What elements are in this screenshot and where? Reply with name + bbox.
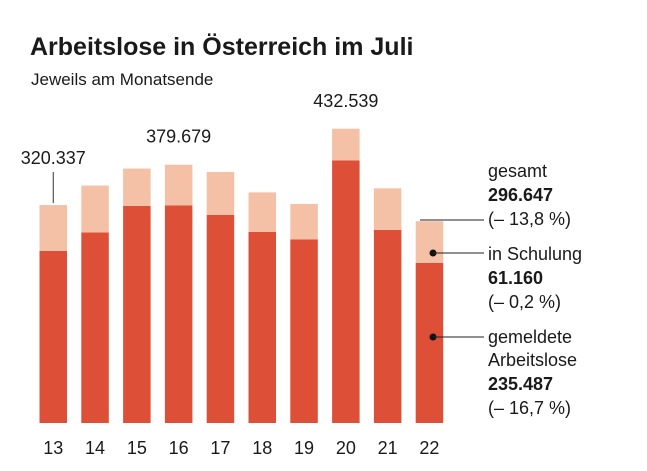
bars bbox=[39, 128, 444, 423]
bar-schulung-14 bbox=[81, 185, 109, 233]
legend-schulung-value: 61.160 bbox=[488, 268, 543, 288]
bar-schulung-17 bbox=[206, 171, 235, 215]
bar-schulung-18 bbox=[248, 192, 276, 232]
legend-gemeldet-label2: Arbeitslose bbox=[488, 350, 577, 370]
x-tick-label-18: 18 bbox=[252, 438, 272, 458]
bar-schulung-16 bbox=[164, 164, 193, 206]
bar-gemeldet-22 bbox=[415, 262, 444, 423]
legend-gemeldet-value: 235.487 bbox=[488, 374, 553, 394]
x-tick-label-14: 14 bbox=[85, 438, 105, 458]
x-tick-label-15: 15 bbox=[127, 438, 147, 458]
x-tick-labels: 13 14 15 16 17 18 19 20 21 22 bbox=[43, 438, 439, 458]
bar-schulung-15 bbox=[123, 168, 151, 206]
bar-schulung-13 bbox=[39, 205, 67, 251]
bar-gemeldet-16 bbox=[164, 205, 193, 423]
total-label-20: 432.539 bbox=[313, 91, 378, 111]
total-labels: 320.337 379.679 432.539 bbox=[21, 91, 378, 204]
x-tick-label-17: 17 bbox=[210, 438, 230, 458]
bar-schulung-19 bbox=[290, 203, 318, 240]
chart-title: Arbeitslose in Österreich im Juli bbox=[30, 32, 413, 61]
legend-gesamt-value: 296.647 bbox=[488, 185, 553, 205]
legend-gesamt-label: gesamt bbox=[488, 161, 547, 181]
chart-subtitle: Jeweils am Monatsende bbox=[31, 70, 213, 89]
bar-schulung-22 bbox=[415, 221, 444, 263]
bar-gemeldet-17 bbox=[206, 214, 235, 423]
bar-gemeldet-19 bbox=[290, 239, 318, 423]
legend: gesamt 296.647 (– 13,8 %) in Schulung 61… bbox=[420, 161, 582, 418]
bar-gemeldet-13 bbox=[39, 250, 67, 423]
total-label-16: 379.679 bbox=[146, 127, 211, 147]
bar-gemeldet-21 bbox=[373, 229, 402, 423]
x-tick-label-20: 20 bbox=[336, 438, 356, 458]
total-label-13: 320.337 bbox=[21, 148, 86, 168]
legend-gesamt-change: (– 13,8 %) bbox=[488, 209, 571, 229]
legend-gemeldet-change: (– 16,7 %) bbox=[488, 398, 571, 418]
bar-schulung-21 bbox=[373, 188, 402, 230]
x-tick-label-16: 16 bbox=[169, 438, 189, 458]
bar-gemeldet-18 bbox=[248, 231, 276, 423]
bar-gemeldet-20 bbox=[332, 160, 360, 423]
x-tick-label-21: 21 bbox=[378, 438, 398, 458]
bar-schulung-20 bbox=[332, 128, 360, 161]
bar-gemeldet-14 bbox=[81, 232, 109, 423]
legend-gemeldet-label1: gemeldete bbox=[488, 327, 572, 347]
legend-schulung-change: (– 0,2 %) bbox=[488, 292, 561, 312]
bar-gemeldet-15 bbox=[123, 205, 151, 423]
x-tick-label-13: 13 bbox=[43, 438, 63, 458]
legend-schulung-label: in Schulung bbox=[488, 244, 582, 264]
x-tick-label-22: 22 bbox=[419, 438, 439, 458]
x-tick-label-19: 19 bbox=[294, 438, 314, 458]
